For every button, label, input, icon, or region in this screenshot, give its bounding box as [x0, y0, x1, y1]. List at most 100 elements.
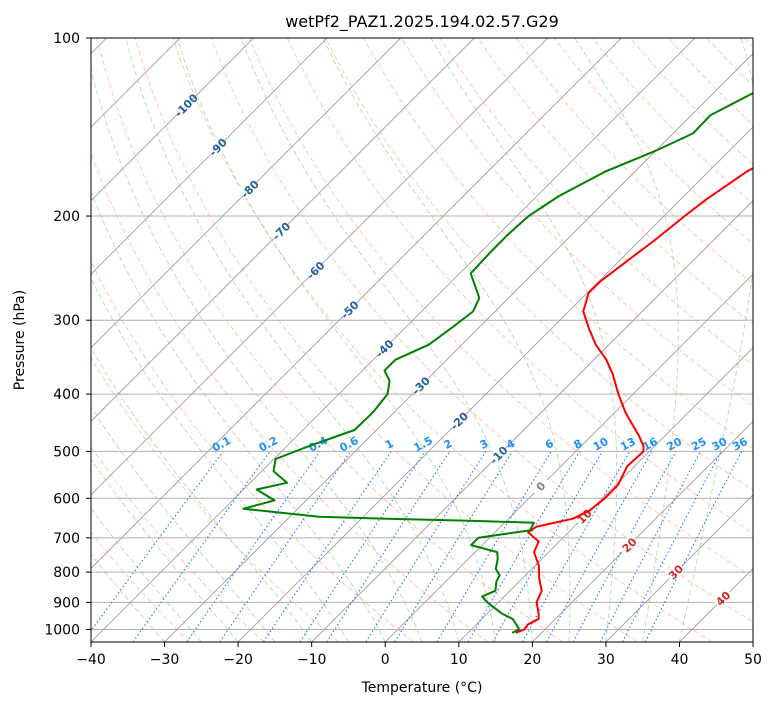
moist-adiabat-line — [91, 67, 423, 642]
isotherm-line — [91, 38, 402, 349]
dry-adiabat-line — [172, 38, 713, 642]
moist-adiabat-line — [91, 458, 239, 642]
y-tick-label: 600 — [53, 491, 80, 507]
background-lines — [91, 38, 753, 642]
y-tick-label: 800 — [53, 565, 80, 581]
isotherm-line — [91, 38, 549, 496]
y-tick-label: 1000 — [44, 622, 80, 638]
moist-adiabat-line — [176, 38, 497, 642]
mixing-ratio-label: 30 — [710, 435, 730, 454]
isotherm-line — [605, 494, 753, 642]
dry-adiabat-line — [91, 531, 191, 642]
mixing-ratio-label: 16 — [640, 435, 660, 454]
x-tick-label: 50 — [744, 652, 762, 668]
isotherm-label-bg — [447, 409, 470, 431]
mixing-ratio-label: 36 — [730, 435, 750, 454]
moist-adiabat-line — [91, 346, 313, 642]
x-tick-label: 10 — [450, 652, 468, 668]
isotherm-label-bg — [206, 135, 228, 158]
x-tick-label: 20 — [523, 652, 541, 668]
mixing-ratio-line — [644, 451, 743, 642]
isotherm-label-bg — [373, 337, 395, 359]
dry-adiabat-line — [91, 151, 489, 642]
mixing-ratio-line — [299, 451, 426, 642]
moist-adiabat-line — [91, 190, 386, 642]
x-tick-label: −20 — [223, 652, 253, 668]
mixing-ratio-line — [572, 451, 677, 642]
isotherm-label-bg — [617, 533, 640, 555]
x-tick-label: −30 — [150, 652, 180, 668]
dry-adiabat-line — [134, 38, 638, 642]
dry-adiabat-line — [96, 38, 563, 642]
isotherm-label-bg — [269, 219, 292, 241]
mixing-ratio-label: 20 — [665, 435, 685, 454]
mixing-ratio-label: 25 — [689, 435, 709, 454]
x-axis-label: Temperature (°C) — [361, 680, 483, 696]
mixing-ratio-line — [186, 451, 321, 642]
moist-adiabat-line — [240, 38, 533, 642]
series-line-1 — [515, 167, 753, 634]
isotherm-line — [91, 38, 622, 570]
mixing-ratio-line — [546, 451, 653, 642]
isotherm-line — [384, 273, 753, 642]
y-axis-ticks: 100 200 300 400 500 600 700 800 900 1000 — [44, 31, 91, 638]
y-axis-label: Pressure (hPa) — [12, 290, 28, 390]
mixing-ratio-line — [394, 451, 513, 642]
y-tick-label: 300 — [53, 313, 80, 329]
chart-title: wetPf2_PAZ1.2025.194.02.57.G29 — [285, 12, 559, 32]
isotherm-label-bg — [304, 258, 326, 281]
x-tick-label: −40 — [76, 652, 106, 668]
y-tick-label: 700 — [53, 531, 80, 547]
mixing-ratio-line — [219, 451, 352, 642]
isotherm-label-bg — [338, 298, 360, 320]
dry-adiabat-line — [210, 38, 753, 623]
x-tick-label: 0 — [381, 652, 390, 668]
y-tick-label: 900 — [53, 595, 80, 611]
isotherm-label-bg — [487, 443, 509, 465]
isotherm-line — [237, 126, 753, 642]
isotherm-label-bg — [238, 177, 260, 199]
y-tick-label: 500 — [53, 444, 80, 460]
dry-adiabat-line — [91, 356, 340, 642]
isotherm-line — [91, 38, 328, 275]
moist-adiabat-line — [322, 38, 571, 642]
mixing-ratio-line — [326, 451, 451, 642]
isotherm-line — [91, 38, 475, 422]
x-tick-label: −10 — [297, 652, 327, 668]
isotherm-label-bg — [174, 94, 197, 116]
x-tick-label: 30 — [597, 652, 615, 668]
sounding-profiles — [242, 92, 753, 634]
moist-adiabat-line — [125, 38, 460, 642]
dry-adiabat-line — [477, 38, 753, 325]
isotherm-line — [164, 52, 753, 642]
dry-adiabat-line — [439, 38, 753, 366]
dry-adiabat-line — [91, 260, 414, 642]
mixing-ratio-line — [132, 451, 271, 642]
y-tick-label: 400 — [53, 387, 80, 403]
mixing-ratio-line — [263, 451, 392, 642]
moist-adiabat-line — [679, 38, 753, 642]
isotherm-label-bg — [529, 475, 551, 497]
mixing-ratio-label: 10 — [591, 435, 611, 454]
plot-frame — [90, 37, 754, 643]
moist-adiabat-line — [91, 405, 276, 642]
isotherm-label-bg — [711, 587, 733, 609]
moist-adiabat-line — [574, 38, 679, 642]
dry-adiabat-line — [91, 446, 265, 642]
isotherm-label-bg — [664, 560, 686, 582]
dry-adiabat-line — [325, 38, 753, 491]
mixing-ratio-line — [522, 451, 631, 642]
moist-adiabat-line — [91, 277, 349, 642]
isotherm-label-bg — [409, 374, 431, 396]
dry-adiabat-line — [515, 38, 753, 285]
dry-adiabat-line — [248, 38, 753, 578]
mixing-ratio-line — [91, 451, 224, 632]
y-tick-label: 100 — [53, 31, 80, 47]
isotherm-line — [91, 38, 254, 202]
series-line-2 — [242, 92, 753, 634]
x-axis-ticks: −40 −30 −20 −10 0 10 20 30 40 50 — [76, 642, 762, 668]
isotherm-line — [458, 347, 753, 642]
mixing-ratio-label: 13 — [618, 435, 638, 454]
y-tick-label: 200 — [53, 209, 80, 225]
